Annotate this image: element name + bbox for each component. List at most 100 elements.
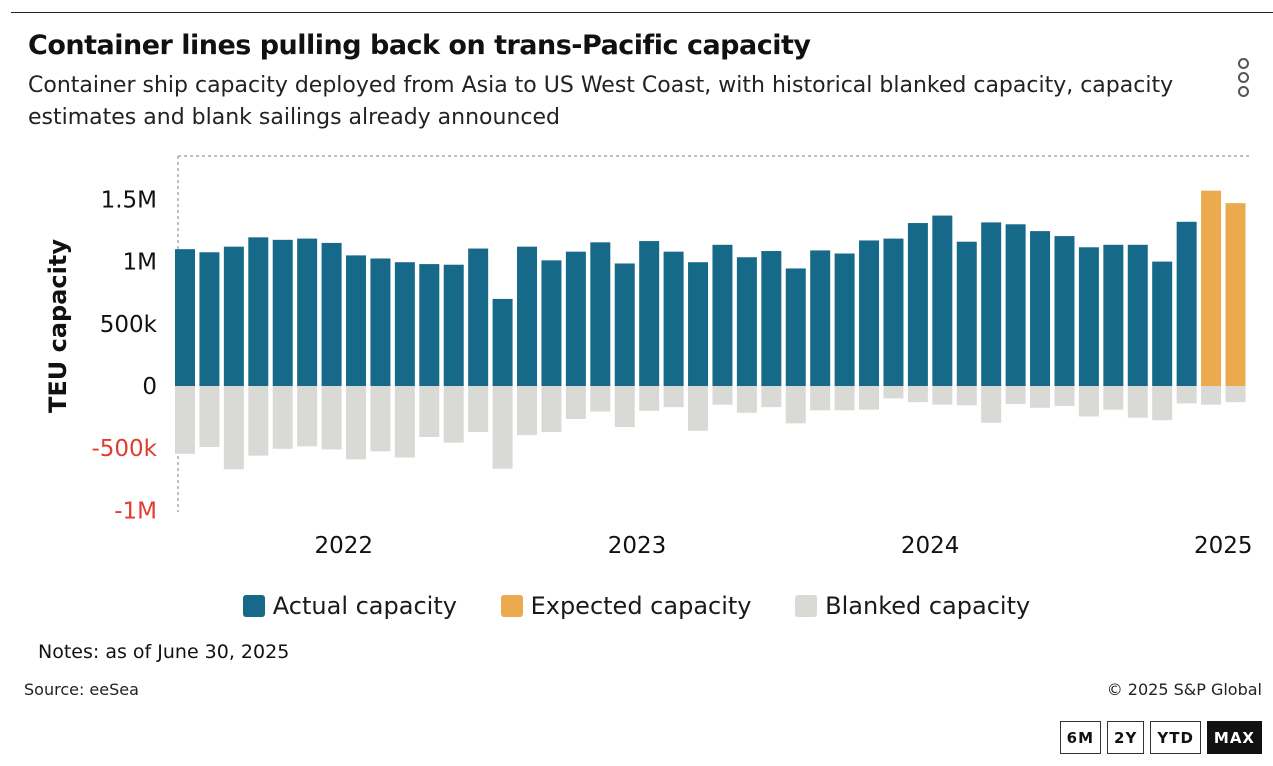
blanked-bar[interactable] — [761, 386, 782, 408]
blanked-bar[interactable] — [272, 386, 293, 449]
blanked-bar[interactable] — [541, 386, 562, 433]
actual-bar[interactable] — [175, 249, 195, 386]
actual-bar[interactable] — [1078, 247, 1099, 386]
actual-bar[interactable] — [810, 250, 831, 386]
blanked-bar[interactable] — [907, 386, 928, 403]
actual-bar[interactable] — [907, 223, 928, 386]
actual-bar[interactable] — [443, 264, 464, 386]
actual-bar[interactable] — [859, 240, 880, 386]
blanked-bar[interactable] — [1152, 386, 1173, 421]
expected-bar[interactable] — [1225, 203, 1246, 386]
blanked-bar[interactable] — [346, 386, 367, 460]
actual-bar[interactable] — [394, 262, 415, 386]
actual-bar[interactable] — [614, 263, 635, 386]
actual-bar[interactable] — [565, 251, 586, 386]
kebab-menu-icon[interactable] — [1233, 58, 1253, 100]
blanked-bar[interactable] — [175, 386, 195, 454]
blanked-bar[interactable] — [834, 386, 855, 411]
blanked-bar[interactable] — [565, 386, 586, 419]
blanked-bar[interactable] — [443, 386, 464, 443]
actual-bar[interactable] — [419, 264, 440, 386]
blanked-bar[interactable] — [370, 386, 391, 452]
bar-chart: 1.5M 1M 500k 0 -500k -1M 2022 2023 2024 2025 TEU… — [44, 155, 1253, 559]
legend-item-actual[interactable]: Actual capacity — [242, 592, 457, 620]
actual-bar[interactable] — [248, 237, 269, 386]
y-tick-label: 500k — [100, 312, 158, 338]
blanked-bar[interactable] — [1078, 386, 1099, 417]
range-ytd-button[interactable]: YTD — [1150, 721, 1201, 754]
actual-bar[interactable] — [346, 255, 367, 386]
actual-bar[interactable] — [1176, 221, 1197, 386]
range-max-button[interactable]: MAX — [1206, 721, 1262, 754]
blanked-bar[interactable] — [1225, 386, 1246, 403]
actual-bar[interactable] — [223, 246, 244, 386]
actual-bar[interactable] — [712, 244, 733, 386]
blanked-bar[interactable] — [883, 386, 904, 399]
blanked-bar[interactable] — [223, 386, 244, 470]
actual-bar[interactable] — [1152, 261, 1173, 386]
actual-bar[interactable] — [883, 238, 904, 386]
actual-bar[interactable] — [1054, 236, 1075, 386]
actual-bar[interactable] — [590, 242, 611, 386]
blanked-bar[interactable] — [1201, 386, 1222, 405]
blanked-bar[interactable] — [1005, 386, 1026, 405]
blanked-bar[interactable] — [859, 386, 880, 410]
actual-bar[interactable] — [1005, 224, 1026, 386]
blanked-bar[interactable] — [736, 386, 757, 413]
blanked-bar[interactable] — [956, 386, 977, 406]
actual-bar[interactable] — [468, 248, 489, 386]
blanked-bar[interactable] — [785, 386, 806, 424]
blanked-bar[interactable] — [517, 386, 538, 436]
blanked-bar[interactable] — [199, 386, 220, 447]
actual-bar[interactable] — [541, 260, 562, 386]
actual-bar[interactable] — [688, 262, 709, 386]
legend-item-expected[interactable]: Expected capacity — [500, 592, 752, 620]
actual-bar[interactable] — [956, 241, 977, 386]
actual-bar[interactable] — [370, 258, 391, 386]
blanked-bar[interactable] — [248, 386, 269, 456]
expected-bars — [1201, 190, 1246, 386]
blanked-bar[interactable] — [321, 386, 342, 450]
actual-bar[interactable] — [834, 253, 855, 386]
actual-bar[interactable] — [981, 222, 1002, 386]
actual-bar[interactable] — [761, 251, 782, 386]
blanked-bar[interactable] — [297, 386, 318, 447]
actual-bar[interactable] — [1103, 244, 1124, 386]
blanked-bar[interactable] — [590, 386, 611, 412]
legend-swatch-actual — [242, 595, 265, 617]
range-6m-button[interactable]: 6M — [1059, 721, 1102, 754]
blanked-bar[interactable] — [810, 386, 831, 411]
range-2y-button[interactable]: 2Y — [1107, 721, 1145, 754]
blanked-bar[interactable] — [468, 386, 489, 433]
actual-bar[interactable] — [785, 268, 806, 386]
blanked-bar[interactable] — [394, 386, 415, 458]
blanked-bar[interactable] — [1176, 386, 1197, 404]
actual-bar[interactable] — [663, 251, 684, 386]
actual-bar[interactable] — [199, 252, 220, 386]
actual-bar[interactable] — [1030, 231, 1051, 386]
actual-bar[interactable] — [1127, 244, 1148, 386]
blanked-bar[interactable] — [492, 386, 513, 469]
blanked-bar[interactable] — [1103, 386, 1124, 410]
blanked-bar[interactable] — [1127, 386, 1148, 418]
blanked-bar[interactable] — [688, 386, 709, 431]
blanked-bar[interactable] — [932, 386, 953, 405]
actual-bar[interactable] — [492, 298, 513, 386]
blanked-bar[interactable] — [712, 386, 733, 405]
blanked-bar[interactable] — [663, 386, 684, 408]
actual-bar[interactable] — [321, 242, 342, 386]
actual-bar[interactable] — [272, 239, 293, 386]
actual-bar[interactable] — [639, 241, 660, 386]
blanked-bar[interactable] — [614, 386, 635, 428]
blanked-bar[interactable] — [1030, 386, 1051, 408]
blanked-bar[interactable] — [419, 386, 440, 437]
blanked-bar[interactable] — [1054, 386, 1075, 406]
legend-item-blanked[interactable]: Blanked capacity — [795, 592, 1030, 620]
expected-bar[interactable] — [1201, 190, 1222, 386]
actual-bar[interactable] — [517, 246, 538, 386]
actual-bar[interactable] — [932, 215, 953, 386]
actual-bar[interactable] — [736, 257, 757, 386]
blanked-bar[interactable] — [639, 386, 660, 411]
blanked-bar[interactable] — [981, 386, 1002, 423]
actual-bar[interactable] — [297, 238, 318, 386]
